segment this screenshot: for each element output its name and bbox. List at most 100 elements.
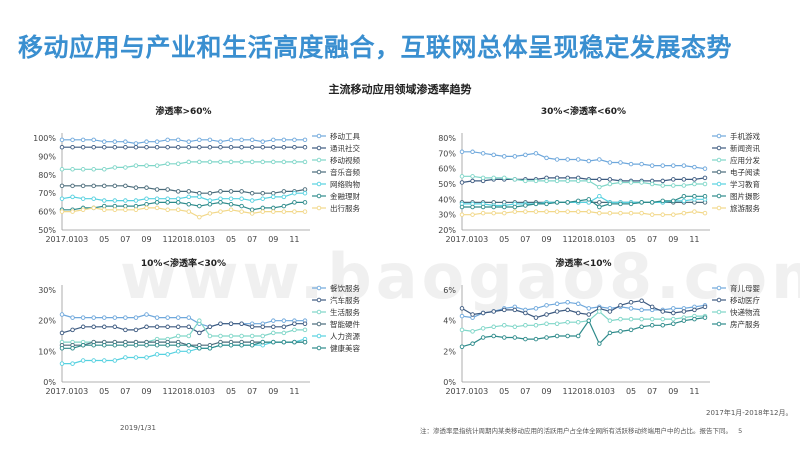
data-point bbox=[512, 324, 518, 330]
data-point bbox=[112, 207, 118, 213]
data-point bbox=[575, 209, 581, 214]
data-point bbox=[544, 201, 549, 207]
data-point bbox=[239, 342, 244, 348]
data-point bbox=[281, 194, 287, 200]
data-point bbox=[302, 137, 308, 143]
x-tick-label: 2018.01 bbox=[572, 235, 605, 244]
footnote: 注：渗透率是指统计周期内某类移动应用的活跃用户占全体全网所有活跃移动终端用户中的… bbox=[420, 425, 742, 435]
data-point bbox=[70, 144, 75, 150]
data-point bbox=[671, 316, 676, 322]
data-point bbox=[702, 166, 708, 171]
data-point bbox=[239, 189, 244, 194]
data-point bbox=[575, 310, 581, 316]
data-point bbox=[639, 316, 644, 322]
legend-label: 移动视频 bbox=[330, 155, 360, 165]
legend-label: 生活服务 bbox=[330, 307, 360, 317]
data-point bbox=[186, 209, 192, 214]
data-point bbox=[186, 144, 192, 150]
data-point bbox=[692, 307, 697, 313]
data-point bbox=[480, 310, 486, 316]
x-tick-label: 11 bbox=[689, 387, 699, 396]
data-point bbox=[207, 190, 213, 196]
data-point bbox=[197, 318, 202, 323]
legend-label: 育儿母婴 bbox=[730, 283, 760, 293]
data-point bbox=[144, 139, 149, 144]
data-point bbox=[480, 151, 486, 156]
data-point bbox=[260, 159, 265, 165]
data-point bbox=[502, 210, 507, 216]
data-point bbox=[102, 315, 107, 320]
data-point bbox=[671, 212, 676, 217]
data-point bbox=[207, 324, 213, 330]
data-point bbox=[249, 342, 255, 348]
y-tick-label: 20% bbox=[38, 317, 56, 326]
data-point bbox=[649, 304, 655, 310]
data-point bbox=[480, 326, 486, 331]
data-point bbox=[197, 190, 202, 196]
data-point bbox=[544, 335, 549, 340]
legend-label: 人力资源 bbox=[330, 331, 360, 341]
data-point bbox=[533, 209, 539, 214]
data-point bbox=[618, 329, 623, 334]
data-point bbox=[702, 315, 708, 320]
data-point bbox=[144, 324, 149, 330]
data-point bbox=[112, 315, 118, 320]
legend-label: 健康美容 bbox=[330, 343, 360, 353]
chart-title: 渗透率<10% bbox=[555, 257, 611, 269]
data-point bbox=[175, 333, 181, 339]
x-tick-label: 03 bbox=[478, 235, 488, 244]
data-point bbox=[207, 144, 213, 150]
data-point bbox=[575, 333, 581, 339]
data-point bbox=[228, 201, 234, 207]
data-point bbox=[144, 196, 149, 201]
x-tick-label: 03 bbox=[78, 235, 88, 244]
legend-label: 旅游服务 bbox=[730, 203, 760, 213]
data-point bbox=[554, 200, 560, 205]
chart-title: 渗透率>60% bbox=[155, 105, 211, 117]
data-point bbox=[491, 204, 496, 210]
y-tick-label: 60% bbox=[438, 165, 456, 174]
data-point bbox=[660, 163, 665, 168]
data-point bbox=[218, 189, 223, 194]
legend-marker bbox=[716, 193, 722, 199]
data-point bbox=[239, 321, 244, 326]
data-point bbox=[186, 315, 192, 320]
chart-title: 10%<渗透率<30% bbox=[141, 257, 226, 269]
data-point bbox=[575, 301, 581, 307]
data-point bbox=[154, 342, 160, 348]
data-point bbox=[102, 207, 107, 213]
data-point bbox=[597, 177, 602, 182]
legend-label: 新闻资讯 bbox=[730, 143, 760, 153]
series-line bbox=[62, 207, 305, 218]
data-point bbox=[554, 333, 560, 339]
x-tick-label: 09 bbox=[268, 235, 278, 244]
data-point bbox=[491, 333, 496, 339]
data-point bbox=[91, 196, 96, 201]
data-point bbox=[186, 349, 192, 354]
data-point bbox=[533, 178, 539, 184]
data-point bbox=[533, 336, 539, 342]
data-point bbox=[154, 200, 160, 205]
data-point bbox=[502, 175, 507, 181]
data-point bbox=[154, 205, 160, 211]
legend-marker bbox=[716, 145, 722, 151]
legend-label: 移动医疗 bbox=[730, 295, 760, 305]
data-point bbox=[70, 346, 75, 351]
data-point bbox=[218, 209, 223, 214]
data-point bbox=[681, 183, 687, 188]
data-point bbox=[102, 198, 107, 203]
data-point bbox=[544, 178, 549, 184]
legend-marker bbox=[316, 157, 322, 163]
data-point bbox=[692, 316, 697, 322]
data-point bbox=[144, 201, 149, 207]
data-point bbox=[671, 177, 676, 182]
data-point bbox=[186, 189, 192, 194]
data-point bbox=[218, 342, 223, 348]
legend-marker bbox=[716, 285, 722, 291]
data-point bbox=[123, 198, 128, 203]
data-point bbox=[112, 358, 118, 363]
data-point bbox=[618, 316, 623, 322]
data-point bbox=[618, 210, 623, 216]
data-point bbox=[565, 200, 570, 205]
legend-label: 房产服务 bbox=[730, 319, 760, 329]
